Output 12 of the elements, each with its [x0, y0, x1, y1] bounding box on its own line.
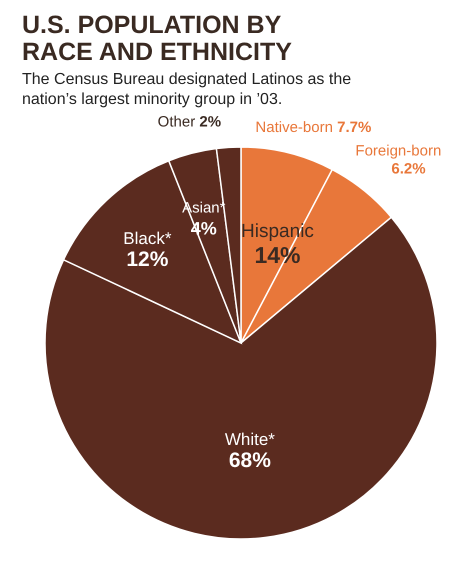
- data-label: 12%: [126, 248, 169, 271]
- chart-title: U.S. POPULATION BY RACE AND ETHNICITY: [21, 10, 293, 66]
- data-label: 2%: [199, 113, 222, 130]
- chart-subtitle: The Census Bureau designated Latinos as the nation’s largest minority group in ’03.: [21, 70, 352, 110]
- slice-label: Black*: [123, 228, 172, 248]
- slice-label: Other: [158, 113, 200, 130]
- slice-label: Foreign-born: [355, 142, 442, 160]
- slice-label: White*: [224, 430, 276, 449]
- data-label: 7.7%: [337, 119, 372, 136]
- slice-label: Native-born: [255, 119, 338, 136]
- data-label: 6.2%: [391, 160, 426, 178]
- data-label: 68%: [228, 448, 272, 472]
